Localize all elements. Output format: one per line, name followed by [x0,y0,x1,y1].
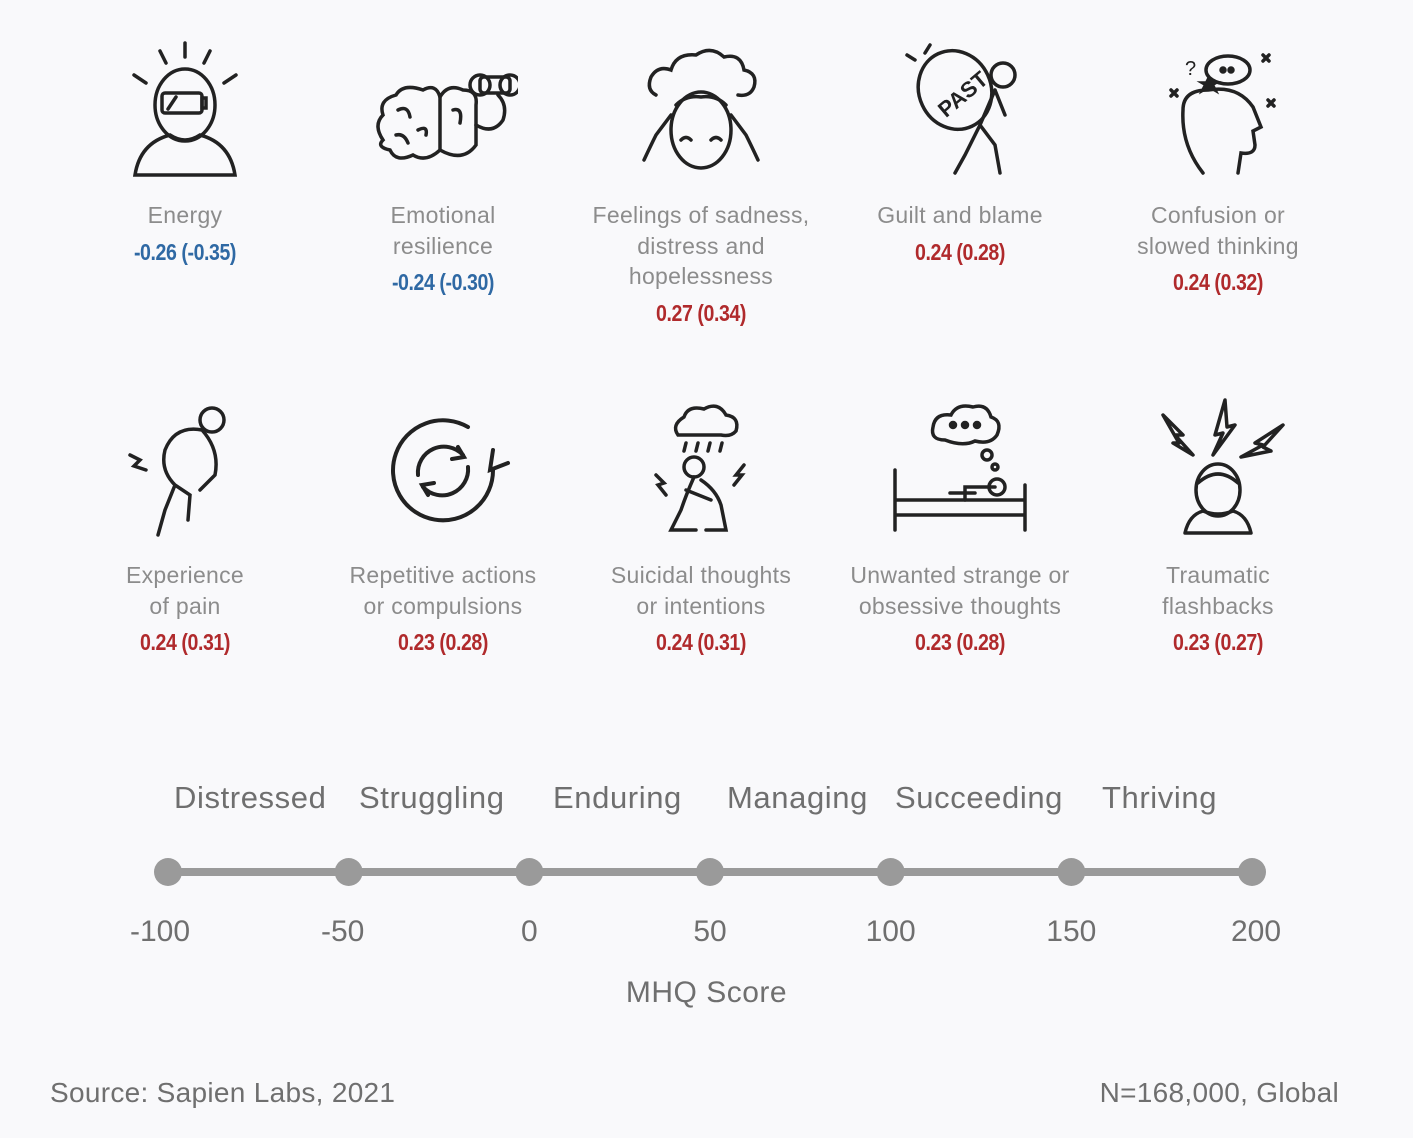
bed-thought-icon [893,404,1027,532]
axis-tick-label: 100 [865,915,916,948]
confused-head-icon: ? [1169,53,1276,175]
symptom-guilt: PAST Guilt and blame 0.24 (0.28) [835,30,1085,266]
axis-tick-label: -100 [129,915,191,948]
source-note: Source: Sapien Labs, 2021 [50,1077,396,1108]
axis-tick-dot [1238,858,1266,886]
axis-tick-dot [515,858,544,886]
axis-tick-dot [334,858,363,886]
low-battery-head-icon [132,41,238,177]
axis-tick-dot [876,858,905,886]
symptom-suicidal: Suicidal thoughts or intentions 0.24 (0.… [576,390,826,656]
symptom-label: Feelings of sadness, distress and hopele… [592,202,810,289]
svg-text:?: ? [1185,58,1196,80]
axis-tick-label: 0 [520,915,538,948]
symptom-value: 0.23 (0.27) [1173,629,1263,655]
symptom-sadness: Feelings of sadness, distress and hopele… [576,30,826,327]
axis-tick-dot [1057,858,1086,886]
axis-tick-label: 150 [1046,915,1097,948]
axis-tick-label: -50 [320,915,365,948]
symptom-value: -0.24 (-0.30) [391,269,495,295]
category-enduring: Enduring [553,780,682,815]
symptom-label: Confusion or slowed thinking [1137,202,1299,259]
head-clouds-icon [642,48,760,170]
symptom-value: 0.23 (0.28) [915,629,1005,655]
axis-tick-label: 200 [1230,915,1282,948]
symptom-label: Emotional resilience [390,202,496,259]
category-thriving: Thriving [1102,780,1218,815]
symptom-energy: Energy -0.26 (-0.35) [60,30,310,266]
past-burden-icon: PAST [905,43,1017,175]
symptom-value: 0.23 (0.28) [398,629,488,655]
symptom-confusion: ? Confusion or slowed thinking 0.24 (0.3… [1093,30,1343,296]
mhq-scale-axis [154,858,1266,886]
axis-tick-dot [696,858,724,886]
lightning-head-icon [1161,398,1285,535]
symptom-repetitive: Repetitive actions or compulsions 0.23 (… [318,390,568,656]
storm-person-icon [654,404,746,532]
symptom-emotional-resilience: Emotional resilience -0.24 (-0.30) [318,30,568,296]
symptom-label: Experience of pain [125,562,245,619]
brain-muscle-icon [376,73,518,160]
symptom-pain: Experience of pain 0.24 (0.31) [60,390,310,656]
back-pain-icon [128,406,226,537]
symptom-label: Unwanted strange or obsessive thoughts [850,562,1070,619]
symptom-value: 0.24 (0.32) [1173,269,1263,295]
axis-tick-dot [154,858,182,886]
symptom-value: 0.27 (0.34) [656,299,746,326]
symptom-label: Suicidal thoughts or intentions [610,562,792,619]
symptom-label: Traumatic flashbacks [1162,562,1274,619]
category-distressed: Distressed [174,780,327,815]
mhq-category-labels: Distressed Struggling Enduring Managing … [0,780,1413,830]
axis-tick-label: 50 [693,915,727,948]
symptom-value: 0.24 (0.31) [140,629,230,655]
category-struggling: Struggling [359,780,505,815]
cycle-arrows-icon [391,418,510,523]
axis-title: MHQ Score [625,976,788,1009]
symptom-obsessive: Unwanted strange or obsessive thoughts 0… [835,390,1085,656]
symptom-value: 0.24 (0.28) [915,238,1005,265]
category-managing: Managing [727,780,868,815]
sample-note: N=168,000, Global [1099,1077,1339,1108]
symptom-label: Guilt and blame [877,202,1043,228]
symptom-value: -0.26 (-0.35) [133,238,237,265]
category-succeeding: Succeeding [895,780,1064,815]
symptom-value: 0.24 (0.31) [656,629,746,655]
symptom-flashbacks: Traumatic flashbacks 0.23 (0.27) [1093,390,1343,656]
symptom-label: Energy [147,202,223,228]
symptom-label: Repetitive actions or compulsions [349,562,537,619]
